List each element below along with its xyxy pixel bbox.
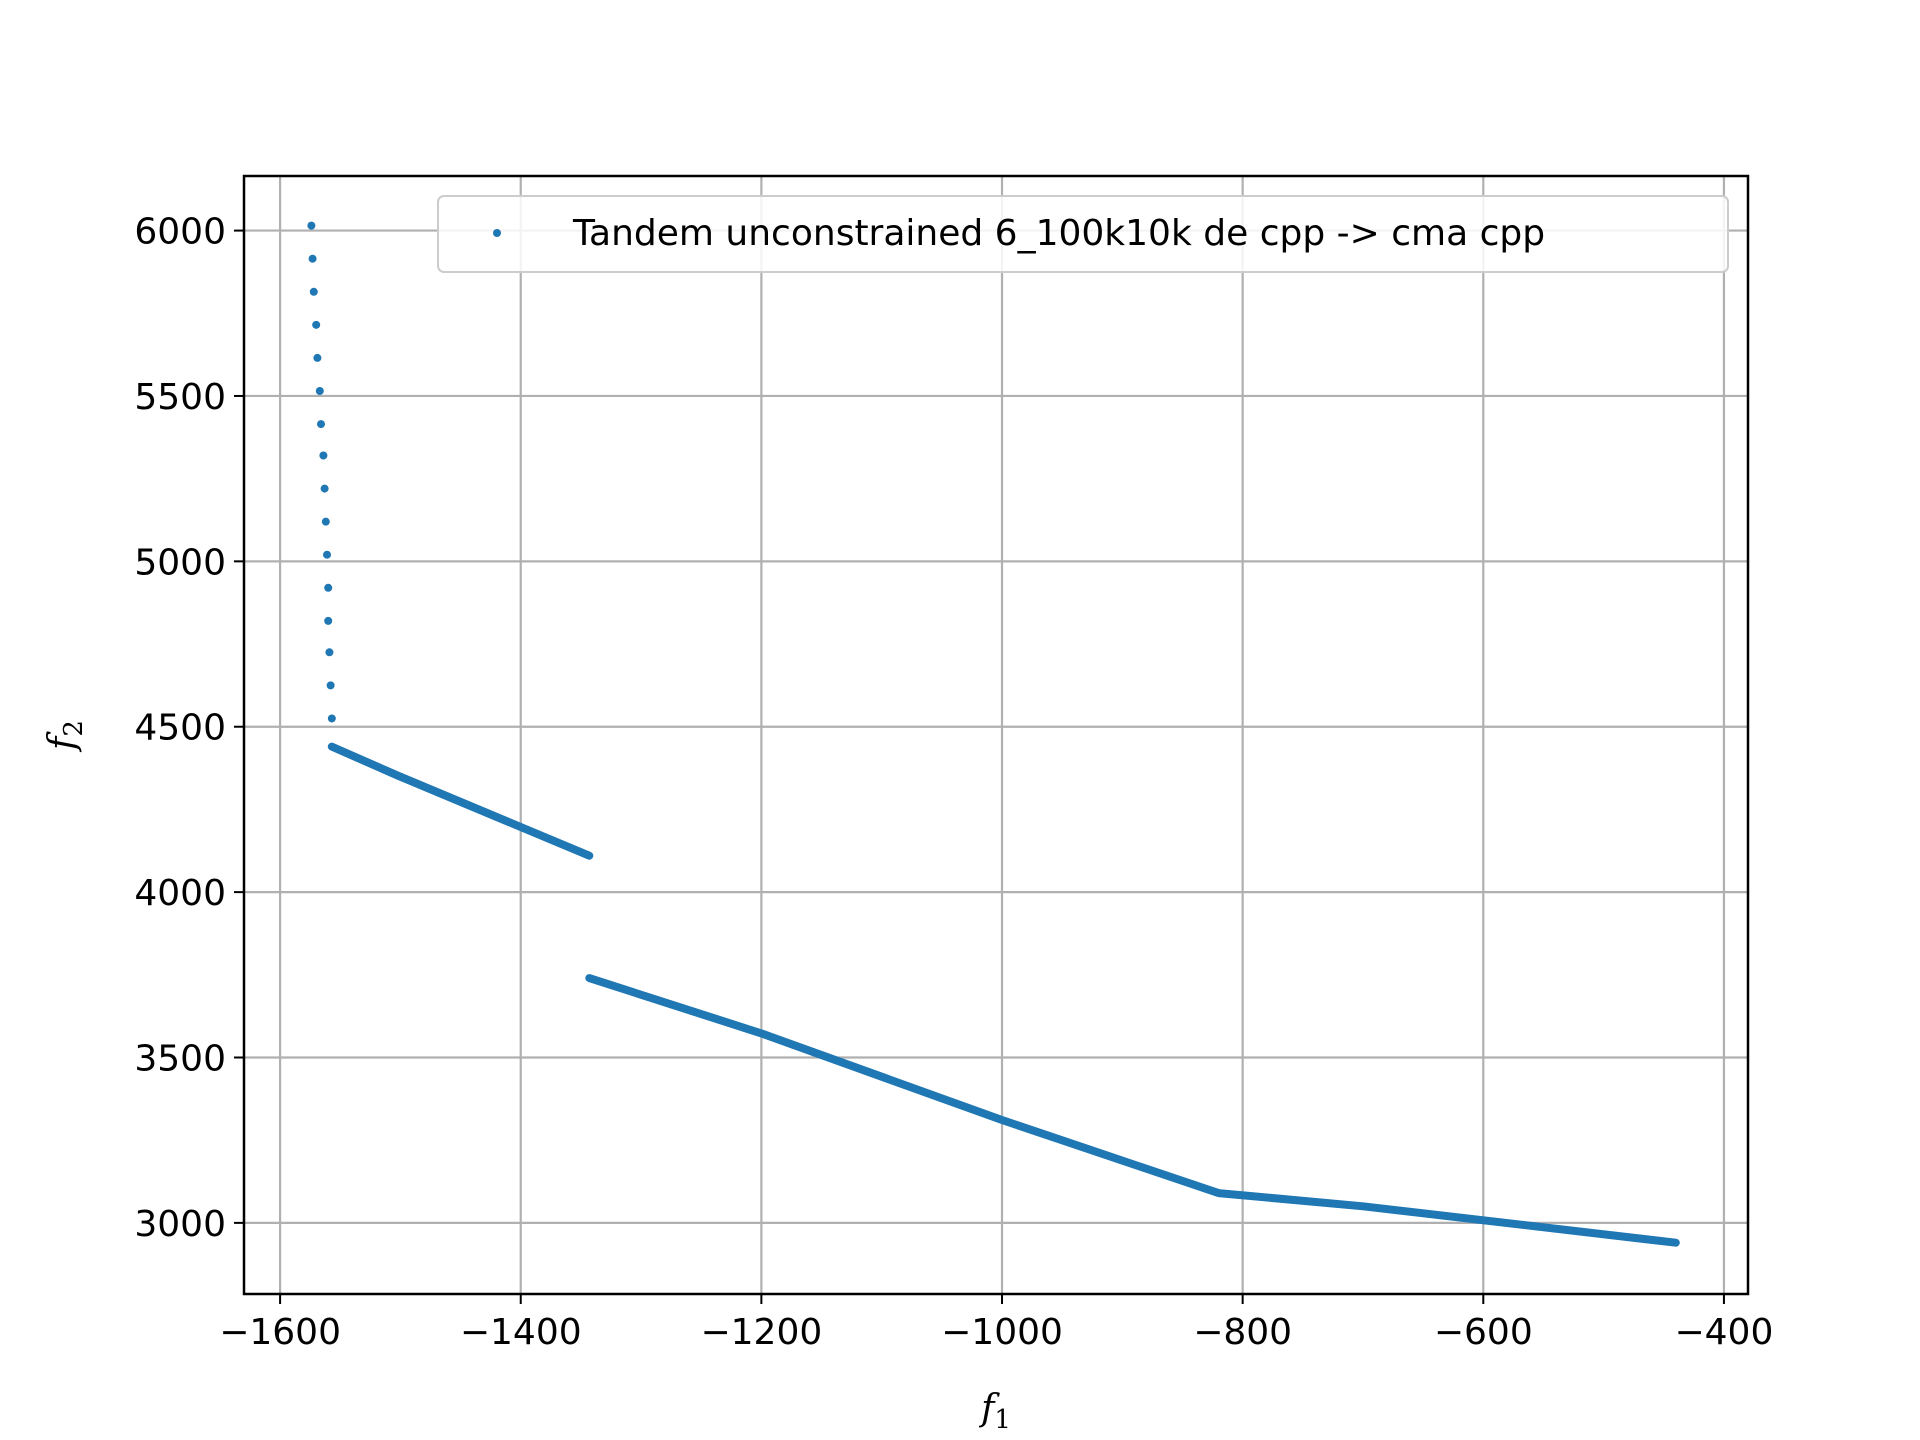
legend-box (437, 195, 1729, 273)
x-tick-label: −600 (1434, 1312, 1533, 1353)
data-point (323, 550, 332, 559)
data-point (325, 648, 334, 657)
data-point (315, 387, 324, 395)
data-point (326, 681, 335, 690)
x-tick-label: −800 (1193, 1312, 1292, 1353)
pareto-front-dense-points (327, 742, 594, 860)
y-tick-label: 3500 (134, 1039, 226, 1080)
legend-label: Tandem unconstrained 6_100k10k de cpp ->… (572, 213, 1545, 254)
y-tick-label: 3000 (134, 1204, 226, 1245)
legend-marker (493, 229, 501, 237)
data-point (319, 451, 328, 460)
y-tick-label: 4000 (134, 873, 226, 914)
data-point (307, 221, 316, 230)
y-axis-ticks: 3000 3500 4000 4500 5000 5500 6000 (134, 212, 244, 1245)
x-tick-label: −1200 (700, 1312, 822, 1353)
y-tick-label: 4500 (134, 708, 226, 749)
x-tick-label: −1000 (941, 1312, 1063, 1353)
data-point (324, 583, 333, 592)
y-tick-label: 5500 (134, 377, 226, 418)
data-point (320, 484, 329, 493)
plot-frame (242, 174, 1750, 1296)
data-point (312, 320, 321, 329)
data-point (309, 287, 318, 296)
data-series (307, 221, 1680, 1247)
pareto-front-dense-points (585, 974, 1680, 1247)
data-point (324, 616, 333, 625)
x-axis-ticks: −1600 −1400 −1200 −1000 −800 −600 −400 (219, 1294, 1773, 1353)
y-tick-label: 6000 (134, 212, 226, 253)
x-tick-label: −400 (1674, 1312, 1773, 1353)
legend: Tandem unconstrained 6_100k10k de cpp ->… (437, 195, 1729, 273)
data-point (317, 420, 326, 429)
y-tick-label: 5000 (134, 542, 226, 583)
x-tick-label: −1600 (219, 1312, 341, 1353)
data-point (321, 517, 330, 526)
data-point (327, 714, 336, 723)
data-point (313, 353, 322, 362)
data-point (308, 254, 317, 263)
x-tick-label: −1400 (460, 1312, 582, 1353)
